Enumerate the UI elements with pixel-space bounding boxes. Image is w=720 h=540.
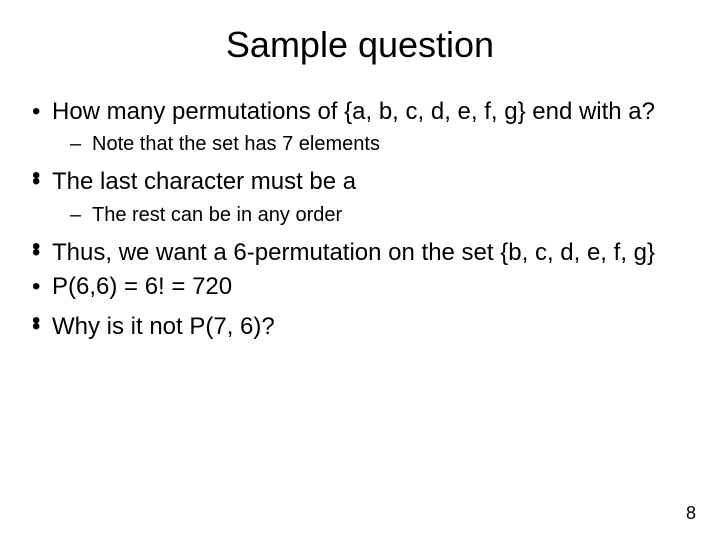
bullet-list: How many permutations of {a, b, c, d, e,… [20, 98, 700, 342]
sub-bullet-list: Note that the set has 7 elements [52, 132, 700, 156]
bullet-item: Why is it not P(7, 6)? [52, 313, 700, 341]
bullet-item: How many permutations of {a, b, c, d, e,… [52, 98, 700, 156]
slide-container: Sample question How many permutations of… [0, 0, 720, 540]
sub-bullet-text: The rest can be in any order [92, 204, 342, 226]
sub-bullet-item: Note that the set has 7 elements [92, 132, 700, 156]
bullet-item: The last character must be a The rest ca… [52, 168, 700, 226]
sub-bullet-list: The rest can be in any order [52, 203, 700, 227]
sub-bullet-text: Note that the set has 7 elements [92, 133, 380, 155]
bullet-text: Why is it not P(7, 6)? [52, 313, 275, 340]
bullet-text: P(6,6) = 6! = 720 [52, 273, 232, 300]
bullet-item: P(6,6) = 6! = 720 [52, 273, 700, 301]
page-number: 8 [686, 503, 696, 524]
bullet-text: The last character must be a [52, 168, 356, 195]
bullet-item: Thus, we want a 6-permutation on the set… [52, 239, 700, 267]
sub-bullet-item: The rest can be in any order [92, 203, 700, 227]
bullet-text: How many permutations of {a, b, c, d, e,… [52, 98, 655, 125]
slide-title: Sample question [20, 24, 700, 66]
bullet-text: Thus, we want a 6-permutation on the set… [52, 239, 655, 266]
